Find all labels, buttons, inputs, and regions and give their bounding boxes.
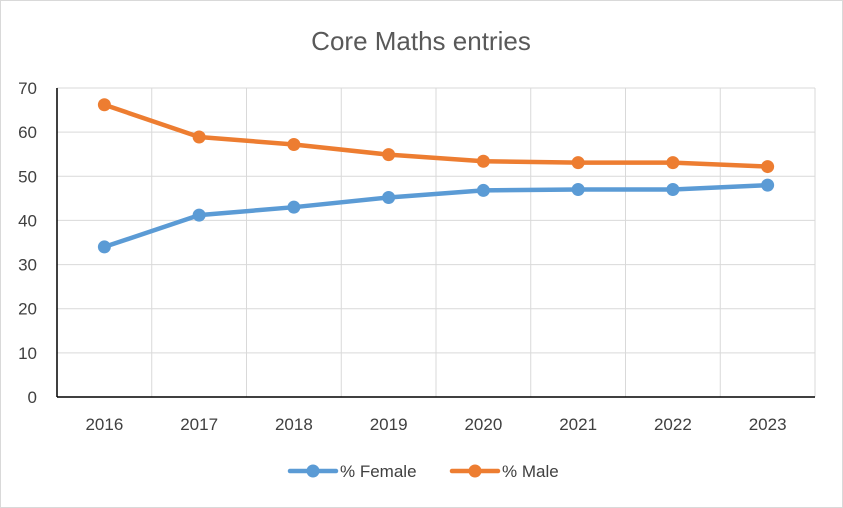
data-point-male <box>476 154 490 168</box>
x-tick-label: 2017 <box>180 415 218 434</box>
data-point-female <box>761 178 775 192</box>
y-tick-label: 20 <box>18 300 37 319</box>
series-line-male <box>102 102 770 169</box>
legend-swatch-marker <box>468 464 482 478</box>
y-tick-label: 70 <box>18 79 37 98</box>
legend-item-male: % Male <box>449 462 559 481</box>
data-point-female <box>571 183 585 197</box>
gridlines <box>57 87 816 397</box>
data-point-male <box>571 156 585 170</box>
y-tick-label: 0 <box>28 388 37 407</box>
x-axis-tick-labels: 2016 2017 2018 2019 2020 2021 2022 2023 <box>85 415 786 434</box>
x-tick-label: 2021 <box>559 415 597 434</box>
x-tick-label: 2023 <box>749 415 787 434</box>
axes <box>56 88 815 398</box>
data-point-male <box>382 148 396 162</box>
data-point-female <box>97 240 111 254</box>
series-male <box>97 98 775 174</box>
data-point-female <box>287 200 301 214</box>
data-point-male <box>97 98 111 112</box>
series-line-female <box>102 182 770 250</box>
data-point-female <box>476 183 490 197</box>
legend-label: % Male <box>502 462 559 481</box>
series-layer <box>97 98 775 254</box>
data-point-female <box>382 190 396 204</box>
chart-title: Core Maths entries <box>311 26 531 56</box>
data-point-male <box>761 160 775 174</box>
y-tick-label: 30 <box>18 256 37 275</box>
data-point-female <box>192 208 206 222</box>
y-tick-label: 60 <box>18 123 37 142</box>
data-point-female <box>666 183 680 197</box>
series-female <box>97 178 775 254</box>
y-tick-label: 40 <box>18 211 37 230</box>
legend-swatch-marker <box>306 464 320 478</box>
x-tick-label: 2018 <box>275 415 313 434</box>
data-point-male <box>287 138 301 152</box>
legend-label: % Female <box>340 462 417 481</box>
y-tick-label: 50 <box>18 167 37 186</box>
x-tick-label: 2020 <box>464 415 502 434</box>
x-tick-label: 2022 <box>654 415 692 434</box>
legend: % Female % Male <box>287 462 559 481</box>
y-tick-label: 10 <box>18 344 37 363</box>
legend-item-female: % Female <box>287 462 417 481</box>
data-point-male <box>192 130 206 144</box>
x-tick-label: 2019 <box>370 415 408 434</box>
data-point-male <box>666 156 680 170</box>
x-tick-label: 2016 <box>85 415 123 434</box>
y-axis-tick-labels: 0 10 20 30 40 50 60 70 <box>18 79 37 407</box>
